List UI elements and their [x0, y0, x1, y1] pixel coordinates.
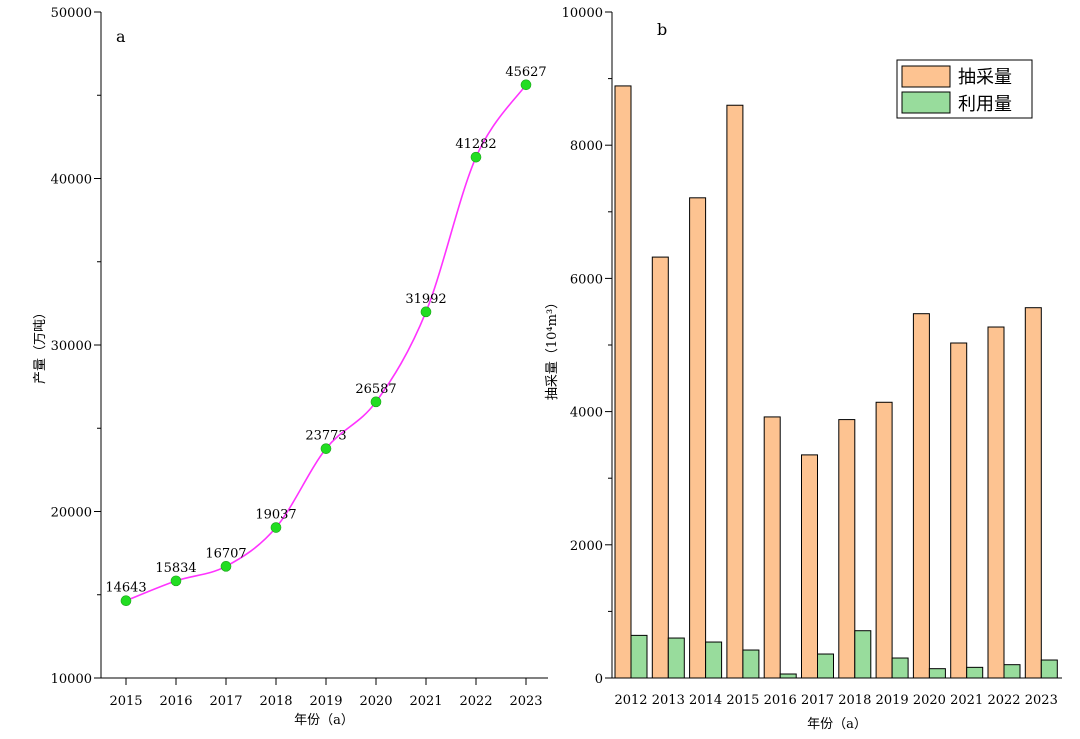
chart-a-data-label: 16707	[205, 546, 246, 561]
chart-a-ytick-label: 30000	[51, 339, 92, 354]
chart-a-data-label: 41282	[455, 137, 496, 152]
chart-a-xtick-label: 2018	[259, 694, 292, 709]
chart-a-data-label: 15834	[155, 561, 196, 576]
chart-a-xtick-label: 2015	[109, 694, 142, 709]
bar-extraction	[651, 256, 669, 679]
chart-a-point	[470, 151, 482, 163]
chart-b-ytick-label: 10000	[562, 6, 603, 21]
chart-a-xtick-label: 2023	[509, 694, 542, 709]
chart-a-xtick-label: 2016	[159, 694, 192, 709]
chart-b-xtick-label: 2020	[913, 693, 946, 708]
chart-a-data-label: 26587	[355, 382, 396, 397]
chart-a: a 产量（万吨） 年份（a） 10000 20000 30000 40000 50000…	[33, 6, 548, 728]
bar-extraction	[950, 342, 968, 679]
legend-label-utilization: 利用量	[958, 94, 1012, 115]
chart-b-ytick-label: 6000	[570, 272, 603, 287]
bar-utilization	[817, 653, 834, 679]
chart-a-y-axis-title: 产量（万吨）	[33, 306, 48, 384]
legend-swatch-utilization	[901, 91, 951, 114]
chart-b-xtick-label: 2023	[1025, 693, 1058, 708]
chart-b-xtick-label: 2013	[652, 693, 685, 708]
bar-utilization	[630, 634, 648, 679]
chart-b-xtick-label: 2018	[838, 693, 871, 708]
chart-b-xtick-label: 2017	[801, 693, 834, 708]
chart-b-ytick-label: 4000	[570, 406, 603, 421]
bar-extraction	[689, 197, 707, 679]
bar-extraction	[726, 104, 744, 679]
chart-a-xtick-label: 2020	[359, 694, 392, 709]
chart-a-point	[370, 396, 382, 408]
legend-swatch-extraction	[901, 65, 951, 88]
bar-extraction	[912, 313, 930, 679]
chart-a-point	[170, 575, 182, 587]
bar-utilization	[742, 649, 760, 679]
chart-b-xtick-label: 2019	[876, 693, 909, 708]
bar-utilization	[667, 637, 685, 679]
chart-b-ytick-label: 0	[595, 672, 603, 687]
chart-a-point	[120, 595, 132, 606]
chart-b-xtick-label: 2016	[764, 693, 797, 708]
chart-b-panel-label: b	[657, 20, 667, 39]
chart-a-ytick-label: 40000	[51, 173, 92, 188]
chart-b-ytick-label: 8000	[570, 139, 603, 154]
chart-a-point	[320, 443, 332, 454]
bar-extraction	[614, 85, 632, 679]
chart-a-xtick-label: 2019	[309, 694, 342, 709]
chart-a-ytick-label: 50000	[51, 6, 92, 21]
chart-a-data-label: 31992	[405, 292, 446, 307]
chart-a-point	[520, 79, 532, 91]
legend-label-extraction: 抽采量	[958, 67, 1012, 88]
chart-a-panel-label: a	[116, 27, 126, 46]
chart-a-ytick-label: 10000	[51, 672, 92, 687]
chart-a-point	[270, 522, 282, 533]
bar-extraction	[763, 416, 781, 679]
chart-a-point	[420, 306, 432, 318]
chart-b-xtick-label: 2015	[726, 693, 759, 708]
chart-a-ytick-label: 20000	[51, 506, 92, 521]
chart-a-x-axis-title: 年份（a）	[294, 713, 354, 728]
bar-utilization	[966, 666, 984, 679]
chart-a-data-label: 14643	[105, 581, 146, 596]
chart-b-ytick-label: 2000	[570, 539, 603, 554]
bar-utilization	[1003, 664, 1021, 679]
chart-b-xtick-label: 2021	[950, 693, 983, 708]
chart-a-xtick-label: 2017	[209, 694, 242, 709]
chart-a-point	[220, 561, 232, 572]
bar-utilization	[854, 630, 872, 679]
bar-utilization	[779, 673, 797, 679]
chart-b-legend: 抽采量 利用量	[896, 59, 1033, 119]
chart-a-series-line	[125, 84, 527, 602]
chart-b-xtick-label: 2014	[689, 693, 722, 708]
chart-a-data-label: 45627	[505, 65, 546, 80]
bar-utilization	[891, 657, 909, 679]
bar-extraction	[875, 401, 893, 679]
bar-utilization	[928, 668, 946, 679]
bar-extraction	[801, 454, 818, 679]
chart-b: b 抽采量（10⁴m³） 年份（a） 0 2000 4000 6000 8000 1000…	[545, 6, 1062, 732]
bar-utilization	[705, 641, 723, 679]
chart-a-xtick-label: 2022	[459, 694, 492, 709]
chart-a-data-label: 19037	[255, 508, 296, 523]
bar-utilization	[1040, 659, 1058, 679]
chart-a-data-label: 23773	[305, 429, 346, 444]
chart-a-xtick-label: 2021	[409, 694, 442, 709]
chart-b-y-axis-title: 抽采量（10⁴m³）	[545, 296, 560, 400]
bar-extraction	[838, 419, 856, 679]
chart-b-xtick-label: 2012	[614, 693, 647, 708]
chart-b-x-axis-title: 年份（a）	[807, 717, 867, 732]
bar-extraction	[1024, 307, 1042, 679]
chart-b-xtick-label: 2022	[987, 693, 1020, 708]
bar-extraction	[987, 326, 1005, 679]
